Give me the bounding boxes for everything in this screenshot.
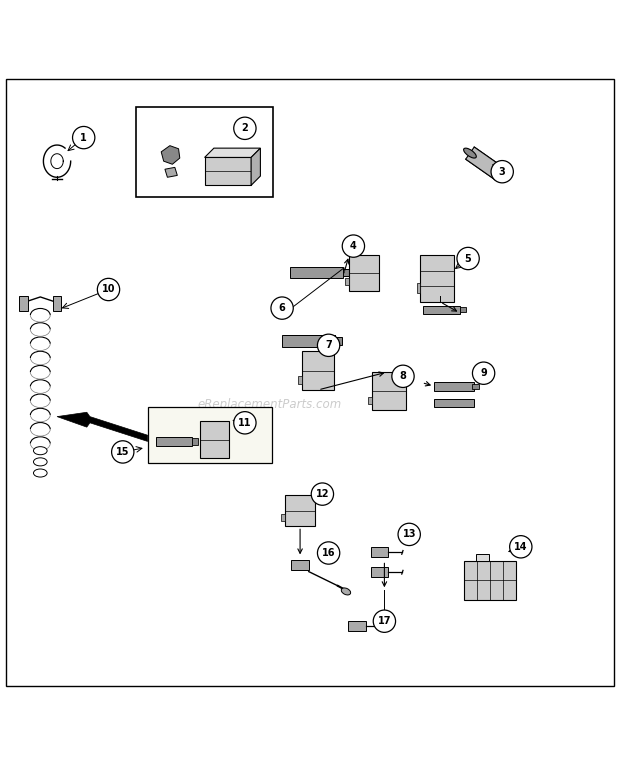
Text: 5: 5 [465,253,471,263]
Bar [417,283,420,292]
Text: 8: 8 [399,371,407,381]
Polygon shape [165,168,177,177]
Bar [205,158,251,185]
Circle shape [373,610,396,633]
Bar [472,384,479,389]
Ellipse shape [493,169,506,179]
Ellipse shape [33,469,47,477]
Circle shape [311,483,334,505]
Bar [368,397,372,404]
Circle shape [73,126,95,148]
Polygon shape [161,145,180,164]
Text: 3: 3 [499,167,505,177]
Circle shape [97,278,120,301]
Bar [200,421,229,458]
Text: 17: 17 [378,616,391,627]
Bar [371,548,388,558]
Text: 7: 7 [326,340,332,350]
Text: 6: 6 [279,303,285,313]
Text: 14: 14 [514,542,528,552]
Bar [434,382,474,391]
Text: 12: 12 [316,489,329,499]
Circle shape [234,117,256,139]
Ellipse shape [33,447,47,454]
Bar [282,335,335,347]
Bar [156,437,192,446]
Polygon shape [251,148,260,185]
Text: 10: 10 [102,285,115,295]
Text: 9: 9 [480,368,487,378]
Bar [349,256,379,291]
Circle shape [342,235,365,257]
Bar [298,376,302,384]
Circle shape [234,412,256,434]
Bar [476,554,489,561]
Bar [434,399,474,407]
Text: 4: 4 [350,241,356,251]
Circle shape [112,441,134,463]
Circle shape [510,536,532,558]
Bar [335,337,342,345]
Bar [285,496,315,526]
Bar [420,256,454,302]
Bar [343,269,350,276]
Bar [192,438,198,444]
Text: 11: 11 [238,418,252,428]
Circle shape [491,161,513,183]
Bar [371,568,388,577]
Circle shape [317,334,340,356]
Bar [290,267,343,278]
Bar [372,372,406,410]
Polygon shape [205,148,260,158]
Bar [345,278,349,285]
Bar [460,307,466,312]
Text: 16: 16 [322,548,335,558]
Polygon shape [466,147,503,180]
Circle shape [392,365,414,387]
Polygon shape [57,412,148,441]
Circle shape [271,297,293,319]
Bar [348,620,366,630]
Text: eReplacementParts.com: eReplacementParts.com [198,398,342,411]
Bar [53,296,61,311]
Bar [281,514,285,522]
Text: 15: 15 [116,447,130,457]
Bar [302,351,334,390]
Ellipse shape [33,457,47,466]
Bar [148,407,272,463]
Bar [464,561,516,600]
Circle shape [457,247,479,269]
Bar [19,296,28,311]
Circle shape [472,362,495,384]
Text: 2: 2 [242,123,248,133]
Circle shape [317,542,340,564]
Bar [136,106,273,197]
Text: 13: 13 [402,529,416,539]
Bar [291,560,309,570]
Ellipse shape [464,148,476,158]
Text: 1: 1 [81,132,87,142]
Bar [423,306,460,314]
Circle shape [398,523,420,545]
Ellipse shape [341,588,351,595]
